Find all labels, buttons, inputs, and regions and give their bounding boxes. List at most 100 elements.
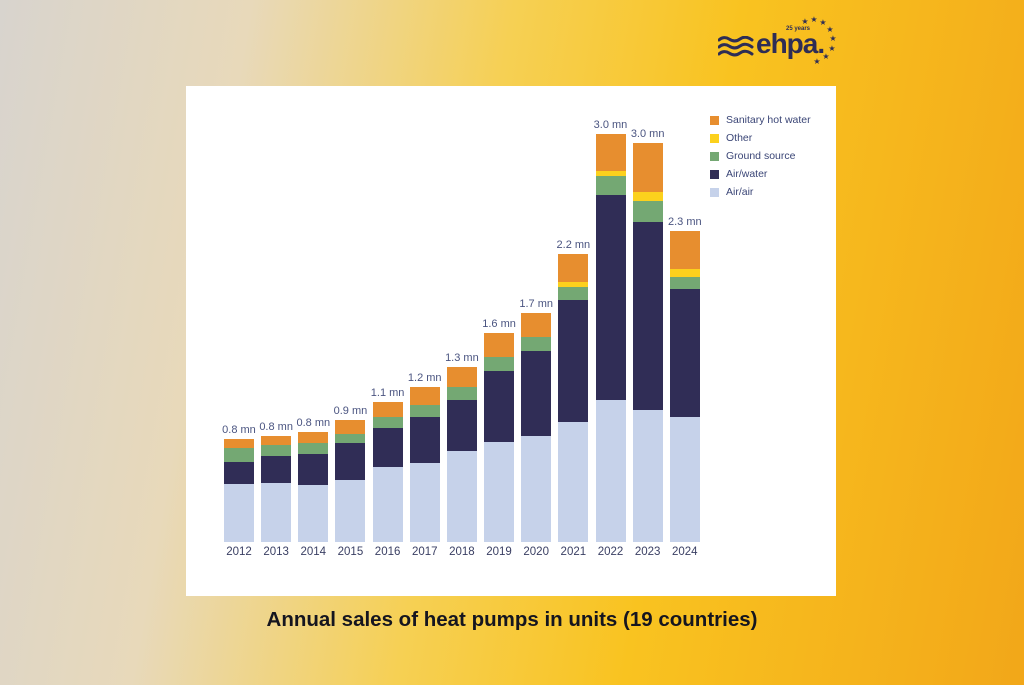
legend-item-sanitary-hot-water: Sanitary hot water	[710, 114, 811, 126]
bar-segment-ground-source	[224, 448, 254, 463]
bar-segment-air-air	[484, 441, 515, 542]
bar-2017	[409, 387, 440, 542]
bar-segment-sanitary-hot-water	[224, 439, 254, 449]
bar-value-label: 3.0 mn	[593, 119, 628, 131]
ehpa-logo: 25 years ehpa. ★ ★ ★ ★ ★ ★ ★ ★	[716, 15, 837, 68]
bar-segment-sanitary-hot-water	[632, 143, 663, 192]
bar-2019	[484, 333, 515, 542]
x-axis-tick-label: 2012	[226, 546, 252, 558]
bar-2021	[558, 254, 589, 542]
bar-segment-sanitary-hot-water	[521, 313, 552, 338]
bar-segment-air-water	[632, 221, 663, 411]
legend-item-air-air: Air/air	[710, 186, 811, 198]
bar-segment-sanitary-hot-water	[298, 432, 329, 443]
bar-2020	[521, 313, 552, 543]
bar-value-label: 1.1 mn	[370, 387, 405, 399]
x-axis-tick-label: 2017	[411, 546, 438, 558]
bar-2023	[632, 143, 663, 542]
bar-segment-air-water	[409, 416, 440, 463]
bar-segment-air-air	[224, 483, 254, 542]
stacked-bar-chart: 0.8 mn 2012 0.8 mn 2013 0.8 mn 2014 0.9 mn 2015…	[186, 86, 836, 596]
bar-2022	[595, 134, 626, 543]
legend-swatch-icon	[710, 133, 719, 143]
svg-text:★: ★	[828, 44, 835, 53]
svg-text:★: ★	[819, 18, 826, 27]
bar-value-label: 0.9 mn	[333, 405, 368, 417]
bar-segment-ground-source	[298, 442, 329, 454]
x-axis-tick-label: 2018	[449, 546, 475, 558]
bar-value-label: 2.2 mn	[556, 239, 591, 251]
legend-swatch-icon	[710, 187, 719, 197]
bar-segment-ground-source	[261, 445, 292, 457]
bar-segment-air-air	[261, 483, 292, 542]
bar-segment-air-water	[335, 443, 366, 480]
x-axis-tick-label: 2015	[337, 546, 364, 558]
bar-segment-ground-source	[409, 404, 440, 417]
chart-panel: 0.8 mn 2012 0.8 mn 2013 0.8 mn 2014 0.9 mn 2015…	[186, 86, 836, 596]
bar-segment-air-air	[669, 416, 700, 542]
x-axis-tick-label: 2020	[523, 546, 549, 558]
bar-segment-other	[632, 191, 663, 202]
bar-value-label: 1.2 mn	[407, 372, 442, 384]
chart-title: Annual sales of heat pumps in units (19 …	[266, 608, 758, 631]
bar-value-label: 0.8 mn	[259, 421, 293, 433]
legend-label: Ground source	[726, 150, 796, 162]
bar-segment-air-water	[261, 456, 292, 484]
x-axis-tick-label: 2021	[560, 546, 587, 558]
bar-2015	[335, 420, 366, 542]
bar-segment-sanitary-hot-water	[669, 231, 700, 269]
bar-segment-ground-source	[521, 337, 552, 351]
bar-segment-air-water	[372, 427, 403, 468]
bar-segment-air-air	[298, 484, 329, 542]
chart-legend: Sanitary hot water Other Ground source Air/…	[710, 114, 811, 204]
bar-segment-air-water	[484, 370, 515, 442]
legend-label: Sanitary hot water	[726, 114, 811, 126]
bar-segment-air-water	[298, 453, 329, 485]
bar-segment-air-water	[521, 350, 552, 437]
bar-segment-other	[558, 282, 589, 287]
x-axis-tick-label: 2014	[300, 546, 327, 558]
bar-segment-air-air	[372, 467, 403, 542]
x-axis-tick-label: 2023	[634, 546, 661, 558]
bar-segment-ground-source	[335, 433, 366, 444]
svg-text:★: ★	[822, 52, 829, 61]
svg-text:★: ★	[810, 15, 817, 24]
bar-segment-sanitary-hot-water	[595, 134, 626, 171]
bar-segment-ground-source	[632, 201, 663, 222]
bar-segment-air-air	[409, 462, 440, 542]
svg-text:★: ★	[813, 57, 820, 66]
bar-segment-ground-source	[595, 176, 626, 195]
bar-value-label: 1.3 mn	[445, 352, 479, 364]
bar-segment-air-water	[669, 289, 700, 417]
bar-segment-air-air	[521, 436, 552, 543]
bar-segment-other	[669, 268, 700, 278]
bar-2014	[298, 432, 329, 542]
bar-value-label: 0.8 mn	[222, 424, 256, 436]
bar-segment-ground-source	[558, 286, 589, 301]
bar-segment-air-air	[446, 451, 477, 542]
bar-segment-other	[595, 170, 626, 177]
bar-segment-air-air	[558, 422, 589, 542]
bar-segment-sanitary-hot-water	[409, 387, 440, 405]
bar-value-label: 1.7 mn	[519, 298, 553, 310]
bar-2018	[446, 367, 477, 542]
legend-swatch-icon	[710, 169, 719, 179]
stars-arc-icon: ★ ★ ★ ★ ★ ★ ★ ★	[801, 15, 836, 66]
logo-25-years-label: 25 years	[786, 26, 811, 32]
legend-item-other: Other	[710, 132, 811, 144]
bar-segment-sanitary-hot-water	[261, 436, 292, 446]
bar-segment-sanitary-hot-water	[446, 367, 477, 388]
bar-segment-ground-source	[446, 387, 477, 400]
bar-segment-ground-source	[669, 277, 700, 290]
bar-segment-sanitary-hot-water	[484, 333, 515, 358]
legend-label: Air/air	[726, 186, 754, 198]
waves-icon	[718, 36, 754, 57]
logo-wordmark: ehpa.	[756, 28, 825, 59]
bar-2013	[261, 436, 292, 542]
svg-text:★: ★	[826, 25, 833, 34]
x-axis-tick-label: 2013	[263, 546, 289, 558]
bar-value-label: 3.0 mn	[630, 128, 665, 140]
bar-2024	[669, 231, 700, 542]
x-axis-tick-label: 2016	[374, 546, 401, 558]
